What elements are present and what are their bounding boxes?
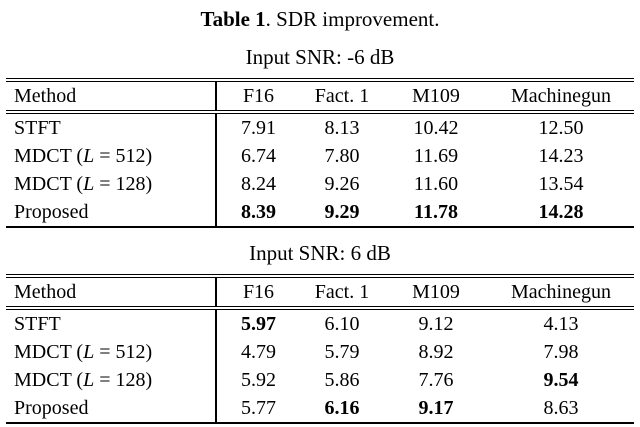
value-cell: 7.98 xyxy=(543,341,579,363)
value-cell: 9.54 xyxy=(543,369,579,391)
value-cell: 13.54 xyxy=(538,173,584,195)
value-cell: 7.91 xyxy=(215,112,300,142)
value-cell: 11.78 xyxy=(414,201,458,223)
value-cell: 7.76 xyxy=(418,369,454,391)
table-row-mdct512: MDCT (L = 512) 4.79 5.79 8.92 7.98 xyxy=(6,338,634,366)
col-header-f16: F16 xyxy=(215,80,300,114)
method-cell: STFT xyxy=(6,112,216,142)
value-cell: 5.92 xyxy=(215,366,300,394)
table-row-mdct128: MDCT (L = 128) 8.24 9.26 11.60 13.54 xyxy=(6,170,634,198)
method-cell: MDCT (L = 128) xyxy=(6,170,216,198)
table-row-stft: STFT 5.97 6.10 9.12 4.13 xyxy=(6,308,634,338)
method-text: STFT xyxy=(14,117,61,139)
sdr-table-snr-neg6: Method F16 Fact. 1 M109 Machinegun STFT … xyxy=(6,78,634,228)
sdr-table-snr-6: Method F16 Fact. 1 M109 Machinegun STFT … xyxy=(6,274,634,424)
method-cell: STFT xyxy=(6,308,216,338)
method-text: MDCT ( xyxy=(14,173,84,195)
value-cell: 6.74 xyxy=(215,142,300,170)
method-text: MDCT ( xyxy=(14,369,84,391)
method-text: Proposed xyxy=(14,201,89,223)
value-cell: 8.24 xyxy=(215,170,300,198)
value-cell: 8.39 xyxy=(215,198,300,227)
value-cell: 10.42 xyxy=(413,117,459,139)
col-header-method: Method xyxy=(6,276,216,310)
table-caption-text: . SDR improvement. xyxy=(265,7,440,31)
value-cell: 5.97 xyxy=(215,308,300,338)
col-header-f16: F16 xyxy=(215,276,300,310)
header-row: Method F16 Fact. 1 M109 Machinegun xyxy=(6,276,634,310)
table-row-mdct512: MDCT (L = 512) 6.74 7.80 11.69 14.23 xyxy=(6,142,634,170)
value-cell: 5.79 xyxy=(324,341,360,363)
method-text-suffix: = 512) xyxy=(94,145,153,167)
method-text: MDCT ( xyxy=(14,341,84,363)
col-header-method: Method xyxy=(6,80,216,114)
value-cell: 9.26 xyxy=(324,173,360,195)
method-text-suffix: = 128) xyxy=(94,173,153,195)
value-cell: 5.86 xyxy=(324,369,360,391)
value-cell: 11.60 xyxy=(413,173,459,195)
method-text-suffix: = 128) xyxy=(94,369,153,391)
method-cell: MDCT (L = 128) xyxy=(6,366,216,394)
method-text: STFT xyxy=(14,313,61,335)
method-text: MDCT ( xyxy=(14,145,84,167)
value-cell: 11.69 xyxy=(413,145,459,167)
value-cell: 14.23 xyxy=(538,145,584,167)
method-cell: MDCT (L = 512) xyxy=(6,142,216,170)
value-cell: 6.10 xyxy=(324,313,360,335)
method-math-var: L xyxy=(83,369,95,391)
subtitle-input-snr-6: Input SNR: 6 dB xyxy=(249,241,391,265)
method-cell: Proposed xyxy=(6,198,216,227)
method-math-var: L xyxy=(83,145,95,167)
col-header-fact1: Fact. 1 xyxy=(300,80,384,114)
value-cell: 8.63 xyxy=(543,397,579,419)
value-cell: 5.77 xyxy=(215,394,300,423)
method-cell: MDCT (L = 512) xyxy=(6,338,216,366)
col-header-fact1: Fact. 1 xyxy=(300,276,384,310)
value-cell: 4.13 xyxy=(543,313,579,335)
value-cell: 9.17 xyxy=(418,397,454,419)
table-row-proposed: Proposed 5.77 6.16 9.17 8.63 xyxy=(6,394,634,423)
value-cell: 4.79 xyxy=(215,338,300,366)
value-cell: 8.92 xyxy=(418,341,454,363)
col-header-m109: M109 xyxy=(384,276,488,310)
method-text: Proposed xyxy=(14,397,89,419)
col-header-m109: M109 xyxy=(384,80,488,114)
table-row-mdct128: MDCT (L = 128) 5.92 5.86 7.76 9.54 xyxy=(6,366,634,394)
method-math-var: L xyxy=(83,341,95,363)
method-text-suffix: = 512) xyxy=(94,341,153,363)
method-cell: Proposed xyxy=(6,394,216,423)
value-cell: 7.80 xyxy=(324,145,360,167)
value-cell: 14.28 xyxy=(538,201,584,223)
col-header-machinegun: Machinegun xyxy=(488,276,634,310)
table-row-stft: STFT 7.91 8.13 10.42 12.50 xyxy=(6,112,634,142)
value-cell: 12.50 xyxy=(538,117,584,139)
subtitle-input-snr-neg6: Input SNR: -6 dB xyxy=(245,45,395,69)
value-cell: 9.12 xyxy=(418,313,454,335)
method-math-var: L xyxy=(83,173,95,195)
value-cell: 6.16 xyxy=(324,397,360,419)
table-caption-number: Table 1 xyxy=(200,7,266,31)
table-row-proposed: Proposed 8.39 9.29 11.78 14.28 xyxy=(6,198,634,227)
table-caption: Table 1. SDR improvement. xyxy=(0,6,640,32)
value-cell: 8.13 xyxy=(324,117,360,139)
value-cell: 9.29 xyxy=(324,201,360,223)
header-row: Method F16 Fact. 1 M109 Machinegun xyxy=(6,80,634,114)
col-header-machinegun: Machinegun xyxy=(488,80,634,114)
